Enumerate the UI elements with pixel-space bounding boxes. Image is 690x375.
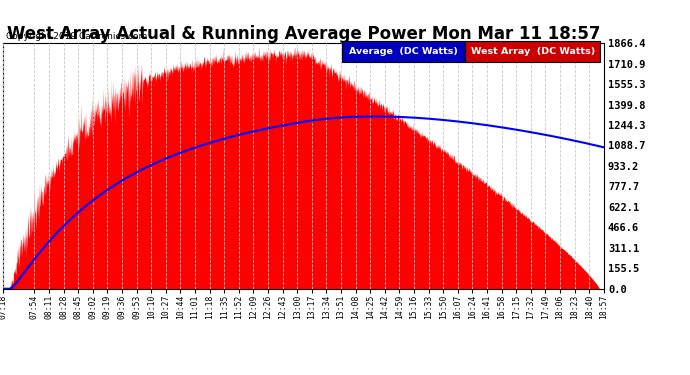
Text: Copyright 2019 Cartronics.com: Copyright 2019 Cartronics.com	[6, 32, 147, 41]
Text: West Array  (DC Watts): West Array (DC Watts)	[471, 47, 595, 56]
Title: West Array Actual & Running Average Power Mon Mar 11 18:57: West Array Actual & Running Average Powe…	[7, 25, 600, 43]
Text: Average  (DC Watts): Average (DC Watts)	[349, 47, 458, 56]
